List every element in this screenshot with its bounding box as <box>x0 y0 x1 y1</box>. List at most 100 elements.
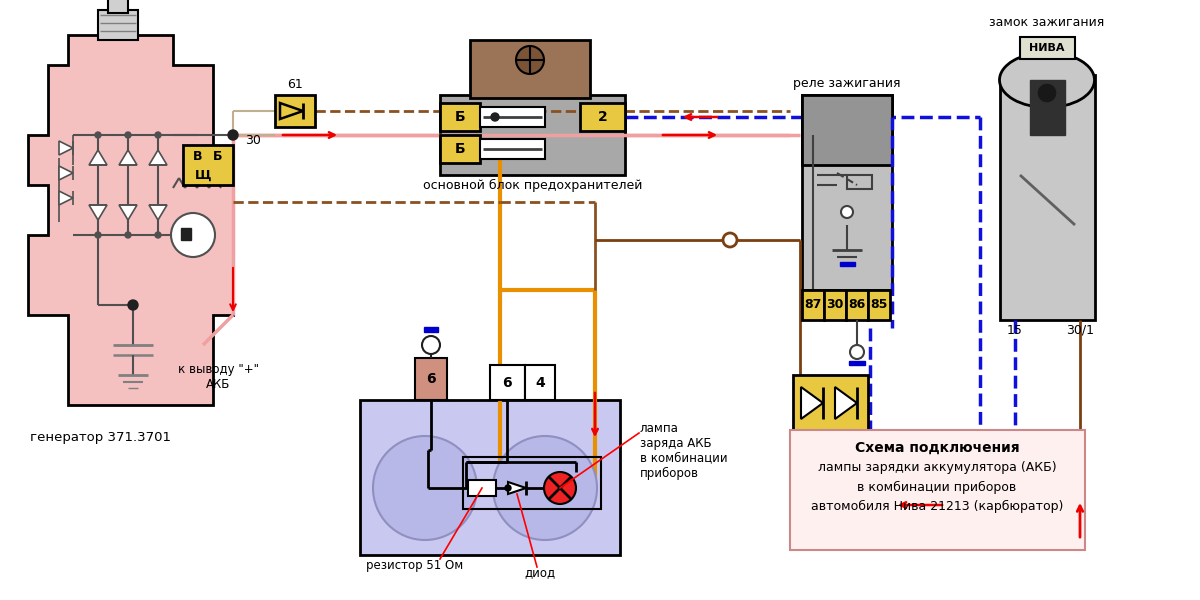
Bar <box>802 290 824 320</box>
Text: к выводу "+": к выводу "+" <box>178 364 258 377</box>
Circle shape <box>228 130 238 140</box>
Circle shape <box>373 436 478 540</box>
Bar <box>440 95 625 175</box>
Text: основной блок предохранителей: основной блок предохранителей <box>424 178 643 191</box>
Bar <box>846 290 868 320</box>
Polygon shape <box>508 482 526 494</box>
Bar <box>580 103 625 131</box>
Text: 85: 85 <box>870 298 888 311</box>
Bar <box>182 145 233 185</box>
Text: НИВА: НИВА <box>1030 43 1064 53</box>
Circle shape <box>1037 83 1057 103</box>
Circle shape <box>841 206 853 218</box>
Ellipse shape <box>1000 52 1094 107</box>
Polygon shape <box>802 387 823 419</box>
Circle shape <box>128 300 138 310</box>
Text: реле зажигания: реле зажигания <box>793 76 901 89</box>
Circle shape <box>516 46 544 74</box>
Polygon shape <box>149 150 167 165</box>
Text: 6: 6 <box>426 372 436 386</box>
Text: резистор 51 Ом: резистор 51 Ом <box>366 559 463 571</box>
Bar <box>847 175 872 189</box>
Text: Щ: Щ <box>194 169 211 181</box>
Circle shape <box>722 233 737 247</box>
Text: 86: 86 <box>848 298 865 311</box>
Text: 30: 30 <box>245 133 260 146</box>
Bar <box>480 107 545 127</box>
Polygon shape <box>835 387 857 419</box>
Bar <box>98 10 138 40</box>
Text: Схема подключения: Схема подключения <box>854 441 1019 455</box>
Bar <box>275 95 314 127</box>
Circle shape <box>125 232 131 238</box>
Bar <box>824 290 846 320</box>
Polygon shape <box>280 103 302 119</box>
Text: 30/1: 30/1 <box>1066 323 1094 337</box>
Text: 30: 30 <box>827 298 844 311</box>
Text: Б: Б <box>455 110 466 124</box>
Bar <box>440 135 480 163</box>
Text: лампы зарядки аккумулятора (АКБ): лампы зарядки аккумулятора (АКБ) <box>817 461 1056 475</box>
Circle shape <box>422 336 440 354</box>
Text: 4: 4 <box>535 376 545 390</box>
Bar <box>480 139 545 159</box>
Text: 6: 6 <box>502 376 512 390</box>
Bar <box>802 95 892 165</box>
Circle shape <box>172 213 215 257</box>
Polygon shape <box>59 141 73 155</box>
Bar <box>790 430 1085 550</box>
Polygon shape <box>59 191 73 205</box>
Bar <box>868 290 890 320</box>
Text: 61: 61 <box>287 79 302 91</box>
Text: Б: Б <box>214 151 223 163</box>
Text: АКБ: АКБ <box>206 379 230 391</box>
Text: В: В <box>193 151 203 163</box>
Bar <box>850 361 865 365</box>
Bar <box>108 0 128 13</box>
Bar <box>360 400 620 555</box>
Bar <box>793 375 868 430</box>
Circle shape <box>155 232 161 238</box>
Circle shape <box>850 345 864 359</box>
Bar <box>490 365 526 400</box>
Bar <box>1030 80 1066 135</box>
Bar <box>470 40 590 98</box>
Bar <box>1020 37 1075 59</box>
Text: лампа: лампа <box>640 421 679 434</box>
Text: приборов: приборов <box>640 466 698 479</box>
Text: в комбинации: в комбинации <box>640 451 727 464</box>
Bar <box>463 457 601 509</box>
Text: заряда АКБ: заряда АКБ <box>640 437 712 449</box>
Bar <box>468 480 496 496</box>
Text: 15: 15 <box>1007 323 1022 337</box>
Circle shape <box>125 132 131 138</box>
Text: замок зажигания: замок зажигания <box>989 16 1105 29</box>
Text: автомобиля Нива 21213 (карбюратор): автомобиля Нива 21213 (карбюратор) <box>811 499 1063 512</box>
Bar <box>181 228 191 240</box>
Bar <box>802 95 892 290</box>
Circle shape <box>155 132 161 138</box>
Polygon shape <box>149 205 167 220</box>
Text: 87: 87 <box>804 298 822 311</box>
Polygon shape <box>28 35 233 405</box>
Polygon shape <box>59 166 73 180</box>
Bar <box>424 327 438 332</box>
Circle shape <box>95 232 101 238</box>
Circle shape <box>544 472 576 504</box>
Bar <box>440 103 480 131</box>
Bar <box>415 358 446 400</box>
Circle shape <box>493 436 598 540</box>
Text: 2: 2 <box>598 110 608 124</box>
Text: в комбинации приборов: в комбинации приборов <box>857 481 1016 494</box>
Text: генератор 371.3701: генератор 371.3701 <box>30 431 170 445</box>
Bar <box>1000 75 1096 320</box>
Text: Б: Б <box>455 142 466 156</box>
Polygon shape <box>89 150 107 165</box>
Bar <box>840 262 854 266</box>
Text: диод: диод <box>524 566 556 580</box>
Polygon shape <box>119 205 137 220</box>
Polygon shape <box>89 205 107 220</box>
Circle shape <box>505 485 511 491</box>
Bar <box>526 365 554 400</box>
Circle shape <box>491 113 499 121</box>
